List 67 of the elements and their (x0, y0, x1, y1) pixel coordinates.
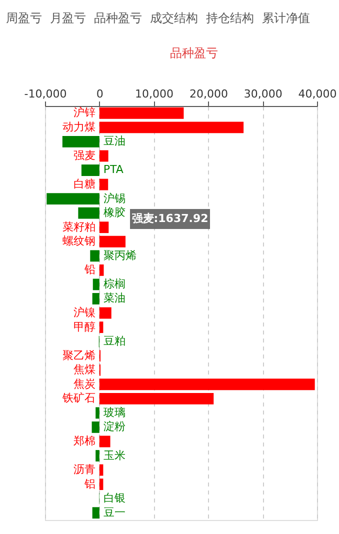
bar (99, 150, 108, 162)
y-tick-label: 聚丙烯 (103, 248, 136, 262)
text: 周盈亏 (6, 11, 42, 25)
text: 月盈亏 (50, 11, 86, 25)
x-tick-label: 40,000 (298, 88, 337, 100)
y-tick-label: 淀粉 (103, 420, 126, 434)
annotation: 强麦:1637.92 (132, 212, 208, 225)
y-tick-label: 沪镍 (73, 306, 96, 319)
y-tick-label: 焦煤 (73, 363, 96, 376)
bar (99, 222, 109, 234)
bar (92, 293, 100, 304)
bar (92, 507, 100, 519)
bar (96, 407, 100, 419)
text: 成交结构 (150, 11, 198, 25)
bar (99, 307, 112, 319)
y-tick-label: 焦炭 (73, 377, 96, 390)
y-tick-label: 郑棉 (73, 434, 96, 448)
bar (99, 122, 244, 134)
x-tick-label: -10,000 (24, 88, 67, 100)
y-tick-label: 动力煤 (62, 120, 96, 134)
y-tick-label: 豆油 (103, 134, 126, 148)
y-tick-label: 铁矿石 (61, 392, 96, 405)
bar (99, 322, 104, 333)
bar (78, 207, 100, 219)
bar (46, 193, 100, 205)
bar (99, 264, 104, 276)
y-tick-label: 菜籽粕 (62, 220, 96, 234)
bar (62, 136, 100, 148)
y-tick-label: 聚乙烯 (62, 348, 96, 362)
y-tick-label: 豆粕 (103, 334, 126, 348)
y-tick-label: 白糖 (73, 178, 96, 191)
bar (92, 421, 100, 433)
y-tick-label: 甲醇 (73, 320, 96, 334)
y-tick-label: 铝 (83, 477, 96, 490)
bar (81, 164, 100, 176)
x-tick-label: 10,000 (135, 88, 174, 100)
y-tick-label: 橡胶 (103, 206, 126, 220)
bar (99, 236, 126, 248)
text: 累计净值 (262, 11, 310, 25)
x-tick-label: 0 (96, 88, 104, 100)
y-tick-label: PTA (103, 163, 124, 176)
bar (99, 478, 104, 490)
y-tick-label: 菜油 (103, 292, 126, 305)
y-tick-label: 沪锡 (103, 192, 126, 205)
chart-title: 品种盈亏 (170, 46, 218, 60)
y-tick-label: 沪锌 (73, 106, 96, 120)
y-tick-label: 螺纹钢 (62, 234, 96, 248)
bar (90, 250, 100, 262)
y-tick-label: 棕榈 (103, 277, 126, 290)
bar (96, 450, 100, 462)
y-tick-label: 玻璃 (103, 406, 126, 419)
y-tick-label: 豆一 (103, 506, 126, 519)
y-tick-label: 白银 (103, 492, 126, 505)
y-tick-label: 强麦 (73, 148, 96, 162)
bar (99, 392, 214, 404)
x-tick-label: 20,000 (189, 88, 228, 100)
text: 持仓结构 (206, 11, 254, 25)
y-tick-label: 铅 (83, 263, 96, 276)
y-tick-label: 沥青 (73, 463, 96, 476)
y-tick-label: 玉米 (103, 448, 126, 462)
bar (99, 178, 108, 190)
bar (99, 107, 184, 119)
bar (99, 378, 315, 390)
x-tick-label: 30,000 (244, 88, 282, 100)
text: 品种盈亏 (94, 11, 142, 25)
bar (99, 436, 110, 448)
bar (92, 278, 100, 290)
